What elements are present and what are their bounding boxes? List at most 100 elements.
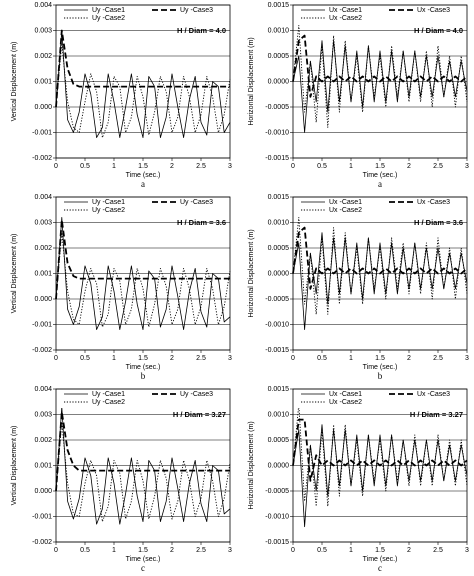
legend-label: Uy -Case1 <box>92 199 125 206</box>
series-line <box>55 232 231 328</box>
y-tick-label: -0.0010 <box>265 513 289 520</box>
x-tick-label: 3 <box>228 355 232 362</box>
x-axis-label: Time (sec.) <box>363 172 398 179</box>
y-tick-label: 0.0000 <box>268 78 290 85</box>
chart-panel: -0.002 -0.001 0.000 0.001 0.002 0.003 0.004 0 0.… <box>11 2 232 189</box>
y-tick-label: -0.0005 <box>265 488 289 495</box>
y-tick-label: 0.004 <box>34 386 52 393</box>
y-tick-label: -0.0015 <box>265 539 289 546</box>
legend-label: Uy -Case3 <box>180 199 213 206</box>
annotation: H / Diam = 3.6 <box>414 218 463 227</box>
y-tick-label: -0.0005 <box>265 296 289 303</box>
annotation: H / Diam = 3.6 <box>177 218 226 227</box>
y-tick-label: 0.0005 <box>268 53 290 60</box>
legend-label: Uy -Case3 <box>180 391 213 398</box>
series-line <box>55 421 231 523</box>
y-tick-label: 0.0010 <box>268 27 290 34</box>
x-tick-label: 3 <box>465 163 469 170</box>
x-tick-label: 1 <box>112 355 116 362</box>
series-line <box>55 30 231 138</box>
legend-label: Uy -Case1 <box>92 391 125 398</box>
chart-panel: -0.002 -0.001 0.000 0.001 0.002 0.003 0.004 0 0.… <box>11 386 232 573</box>
plot-frame <box>292 388 468 543</box>
y-tick-label: 0.0005 <box>268 437 290 444</box>
y-tick-label: 0.000 <box>34 104 52 111</box>
x-tick-label: 1 <box>349 355 353 362</box>
y-tick-label: 0.001 <box>34 78 52 85</box>
y-tick-label: 0.0000 <box>268 462 290 469</box>
legend-label: Ux -Case1 <box>329 199 362 206</box>
x-tick-label: 2.5 <box>433 163 443 170</box>
legend-label: Uy -Case3 <box>180 7 213 14</box>
x-tick-label: 0 <box>54 163 58 170</box>
x-tick-label: 0 <box>291 547 295 554</box>
legend-label: Uy -Case1 <box>92 7 125 14</box>
series-line <box>55 411 230 492</box>
y-axis-label: Vertical Displacement (m) <box>11 234 18 314</box>
plot-frame <box>55 388 231 543</box>
x-tick-label: 1.5 <box>375 547 385 554</box>
x-tick-label: 0.5 <box>317 547 327 554</box>
x-tick-label: 2.5 <box>196 547 206 554</box>
y-tick-label: 0.002 <box>34 437 52 444</box>
y-tick-label: -0.0005 <box>265 104 289 111</box>
x-tick-label: 3 <box>228 547 232 554</box>
chart-panel: -0.0015 -0.0010 -0.0005 0.0000 0.0005 0.0010 0… <box>248 2 469 189</box>
x-tick-label: 2 <box>407 547 411 554</box>
x-tick-label: 0.5 <box>80 547 90 554</box>
y-axis-label: Horizontal Displacement (m) <box>248 37 255 125</box>
x-tick-label: 1 <box>112 163 116 170</box>
x-tick-label: 1 <box>349 163 353 170</box>
y-tick-label: 0.0015 <box>268 2 290 9</box>
y-tick-label: -0.001 <box>32 513 52 520</box>
legend-box <box>57 198 229 216</box>
x-tick-label: 3 <box>228 163 232 170</box>
legend-label: Uy -Case2 <box>92 207 125 214</box>
y-tick-label: 0.000 <box>34 296 52 303</box>
y-tick-label: 0.002 <box>34 245 52 252</box>
x-tick-label: 2.5 <box>433 355 443 362</box>
legend-box <box>57 6 229 24</box>
y-tick-label: 0.003 <box>34 27 52 34</box>
y-tick-label: -0.002 <box>32 155 52 162</box>
x-tick-label: 1 <box>112 547 116 554</box>
y-tick-label: 0.0010 <box>268 411 290 418</box>
series-line <box>292 216 468 315</box>
x-tick-label: 1.5 <box>375 355 385 362</box>
x-tick-label: 1.5 <box>375 163 385 170</box>
x-tick-label: 0.5 <box>80 163 90 170</box>
x-tick-label: 0 <box>54 355 58 362</box>
series-line <box>292 424 468 528</box>
y-tick-label: -0.0015 <box>265 155 289 162</box>
y-tick-label: 0.000 <box>34 488 52 495</box>
y-tick-label: 0.004 <box>34 194 52 201</box>
caption: a <box>141 179 145 189</box>
x-axis-label: Time (sec.) <box>126 172 161 179</box>
x-tick-label: 2.5 <box>433 547 443 554</box>
x-tick-label: 2 <box>407 355 411 362</box>
chart-panel: -0.002 -0.001 0.000 0.001 0.002 0.003 0.004 0 0.… <box>11 194 232 381</box>
plot-frame <box>292 4 468 159</box>
legend-box <box>57 390 229 408</box>
legend-label: Ux -Case2 <box>329 15 362 22</box>
caption: a <box>378 179 382 189</box>
y-tick-label: 0.0000 <box>268 270 290 277</box>
legend-label: Ux -Case3 <box>417 391 450 398</box>
x-tick-label: 3 <box>465 547 469 554</box>
y-tick-label: 0.004 <box>34 2 52 9</box>
legend-box <box>294 198 466 216</box>
legend-label: Ux -Case1 <box>329 7 362 14</box>
legend-label: Ux -Case3 <box>417 199 450 206</box>
legend-label: Ux -Case2 <box>329 399 362 406</box>
series-line <box>292 403 468 507</box>
legend-label: Uy -Case2 <box>92 15 125 22</box>
y-tick-label: 0.001 <box>34 462 52 469</box>
series-line <box>55 217 231 330</box>
annotation: H / Diam = 4.0 <box>414 26 463 35</box>
legend-label: Ux -Case1 <box>329 391 362 398</box>
y-tick-label: 0.002 <box>34 53 52 60</box>
caption: b <box>141 371 146 381</box>
series-line <box>292 24 468 128</box>
x-tick-label: 1.5 <box>138 355 148 362</box>
